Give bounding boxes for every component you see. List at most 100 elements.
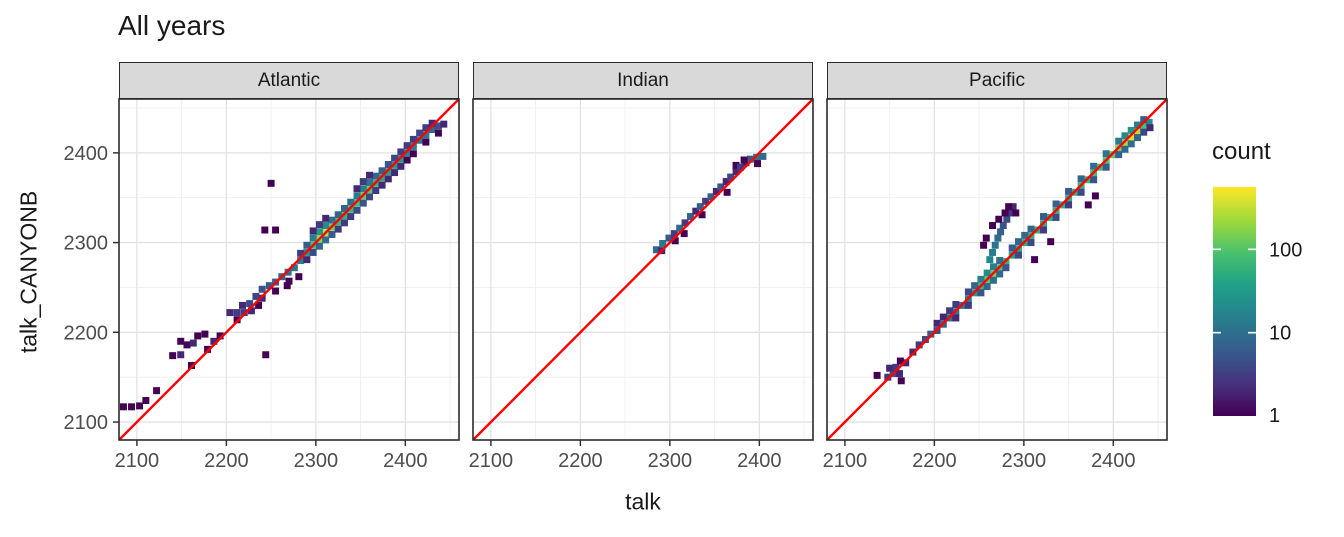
count-bin bbox=[233, 309, 241, 317]
count-bin bbox=[366, 193, 374, 201]
x-tick-label: 2100 bbox=[823, 450, 868, 472]
x-tick-label: 2300 bbox=[1002, 450, 1047, 472]
count-bin bbox=[989, 222, 997, 230]
count-bin bbox=[753, 153, 761, 161]
count-bin bbox=[153, 387, 161, 395]
count-bin bbox=[1090, 176, 1098, 184]
count-bin bbox=[659, 239, 667, 247]
count-bin bbox=[233, 316, 241, 324]
count-bin bbox=[1140, 122, 1148, 130]
count-bin bbox=[1091, 192, 1099, 200]
count-bin bbox=[328, 231, 336, 238]
count-bin bbox=[1027, 225, 1035, 233]
count-bin bbox=[258, 294, 266, 302]
count-bin bbox=[1052, 213, 1060, 221]
identity-line bbox=[473, 99, 813, 440]
count-bin bbox=[238, 301, 246, 309]
count-bin bbox=[366, 171, 374, 179]
count-bin bbox=[315, 242, 323, 250]
count-bin bbox=[434, 129, 442, 137]
count-bin bbox=[1047, 238, 1055, 246]
count-bin bbox=[177, 337, 185, 345]
x-tick-label: 2200 bbox=[558, 450, 603, 472]
count-bin bbox=[226, 309, 234, 317]
count-bin bbox=[723, 188, 731, 196]
count-bin bbox=[1140, 116, 1148, 124]
identity-line bbox=[119, 99, 459, 440]
count-bin bbox=[1031, 256, 1039, 264]
count-bin bbox=[1084, 201, 1092, 209]
count-bin bbox=[1001, 209, 1009, 217]
count-bin bbox=[982, 234, 990, 242]
facet-strip-indian: Indian bbox=[473, 62, 813, 99]
count-bin bbox=[1005, 203, 1013, 211]
count-bin bbox=[927, 330, 935, 338]
count-bin bbox=[1127, 126, 1135, 134]
count-bin bbox=[1121, 139, 1129, 147]
count-bin bbox=[183, 341, 191, 349]
panel-border bbox=[826, 98, 1168, 441]
count-bin bbox=[670, 230, 678, 238]
count-bin bbox=[378, 174, 386, 182]
count-bin bbox=[340, 204, 348, 212]
count-bin bbox=[1021, 231, 1029, 239]
count-bin bbox=[397, 148, 405, 156]
count-bin bbox=[727, 173, 735, 181]
count-bin bbox=[1127, 140, 1135, 148]
count-bin bbox=[328, 216, 336, 224]
x-tick-label: 2200 bbox=[204, 450, 249, 472]
count-bin bbox=[983, 269, 991, 277]
count-bin bbox=[322, 214, 330, 222]
count-bin bbox=[372, 187, 380, 195]
count-bin bbox=[189, 339, 197, 347]
facet-strip-label: Atlantic bbox=[257, 69, 321, 91]
count-bin bbox=[247, 307, 255, 315]
bins-layer-atlantic bbox=[119, 99, 459, 440]
count-bin bbox=[359, 178, 367, 186]
facet-strip-label: Pacific bbox=[969, 69, 1025, 91]
count-bin bbox=[921, 336, 929, 343]
count-bin bbox=[315, 221, 323, 229]
count-bin bbox=[707, 193, 715, 201]
count-bin bbox=[1040, 226, 1048, 234]
y-axis-title: talk_CANYONB bbox=[15, 190, 42, 354]
count-bin bbox=[964, 288, 972, 296]
y-tick-label: 2100 bbox=[64, 412, 109, 434]
x-tick-label: 2300 bbox=[648, 450, 693, 472]
count-bin bbox=[676, 224, 684, 232]
count-bin bbox=[989, 276, 997, 284]
count-bin bbox=[340, 219, 348, 227]
panel-border bbox=[118, 98, 460, 441]
x-tick-label: 2400 bbox=[1091, 450, 1136, 472]
count-bin bbox=[665, 234, 673, 242]
count-bin bbox=[384, 175, 392, 183]
count-bin bbox=[384, 168, 392, 176]
x-tick-label: 2100 bbox=[469, 450, 514, 472]
x-tick-label: 2400 bbox=[737, 450, 782, 472]
x-tick-label: 2100 bbox=[115, 450, 160, 472]
x-tick-label: 2200 bbox=[912, 450, 957, 472]
count-bin bbox=[980, 241, 988, 249]
count-bin bbox=[997, 228, 1005, 236]
count-bin bbox=[754, 160, 762, 168]
y-tick-label: 2300 bbox=[64, 233, 109, 255]
count-bin bbox=[428, 126, 436, 133]
facet-strip-atlantic: Atlantic bbox=[119, 62, 459, 99]
count-bin bbox=[686, 213, 694, 221]
count-bin bbox=[996, 270, 1004, 278]
count-bin bbox=[999, 222, 1007, 230]
count-bin bbox=[995, 215, 1003, 223]
count-bin bbox=[347, 198, 355, 206]
count-bin bbox=[971, 282, 979, 290]
count-bin bbox=[284, 268, 292, 276]
count-bin bbox=[434, 122, 442, 130]
count-bin bbox=[1014, 238, 1022, 246]
panel-border bbox=[472, 98, 814, 441]
count-bin bbox=[884, 373, 892, 381]
bins-layer-indian bbox=[473, 99, 813, 440]
count-bin bbox=[347, 213, 355, 221]
count-bin bbox=[428, 119, 436, 127]
count-bin bbox=[422, 124, 430, 132]
count-bin bbox=[1040, 213, 1048, 221]
